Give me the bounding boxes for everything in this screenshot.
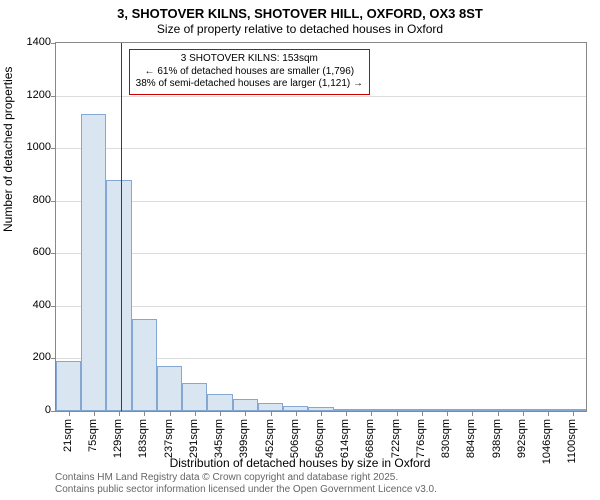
xtick-mark xyxy=(346,411,347,416)
xtick-mark xyxy=(144,411,145,416)
xtick-mark xyxy=(69,411,70,416)
xtick-mark xyxy=(548,411,549,416)
ytick-label: 200 xyxy=(11,351,51,363)
ytick-mark xyxy=(51,43,56,44)
ytick-label: 0 xyxy=(11,404,51,416)
footer-attribution: Contains HM Land Registry data © Crown c… xyxy=(55,472,437,496)
gridline xyxy=(56,148,586,149)
plot-area: 3 SHOTOVER KILNS: 153sqm← 61% of detache… xyxy=(55,42,587,412)
ytick-mark xyxy=(51,201,56,202)
xtick-mark xyxy=(220,411,221,416)
annotation-box: 3 SHOTOVER KILNS: 153sqm← 61% of detache… xyxy=(129,49,370,95)
xtick-mark xyxy=(195,411,196,416)
xtick-label: 345sqm xyxy=(213,419,225,469)
ytick-label: 1000 xyxy=(11,141,51,153)
xtick-mark xyxy=(523,411,524,416)
xtick-mark xyxy=(472,411,473,416)
ytick-mark xyxy=(51,253,56,254)
xtick-label: 399sqm xyxy=(238,419,250,469)
xtick-label: 237sqm xyxy=(163,419,175,469)
ytick-mark xyxy=(51,411,56,412)
ytick-mark xyxy=(51,358,56,359)
footer-line2: Contains public sector information licen… xyxy=(55,484,437,496)
xtick-mark xyxy=(271,411,272,416)
gridline xyxy=(56,201,586,202)
xtick-label: 183sqm xyxy=(137,419,149,469)
histogram-bar xyxy=(157,366,182,411)
xtick-mark xyxy=(447,411,448,416)
xtick-mark xyxy=(119,411,120,416)
xtick-mark xyxy=(498,411,499,416)
xtick-mark xyxy=(321,411,322,416)
xtick-label: 776sqm xyxy=(415,419,427,469)
histogram-bar xyxy=(56,361,81,411)
xtick-label: 506sqm xyxy=(289,419,301,469)
ytick-mark xyxy=(51,96,56,97)
annotation-line1: 3 SHOTOVER KILNS: 153sqm xyxy=(136,53,363,66)
ytick-label: 1400 xyxy=(11,36,51,48)
xtick-label: 614sqm xyxy=(339,419,351,469)
xtick-mark xyxy=(94,411,95,416)
xtick-label: 992sqm xyxy=(516,419,528,469)
xtick-mark xyxy=(170,411,171,416)
xtick-label: 452sqm xyxy=(264,419,276,469)
xtick-label: 291sqm xyxy=(188,419,200,469)
annotation-line3: 38% of semi-detached houses are larger (… xyxy=(136,78,363,91)
xtick-label: 830sqm xyxy=(440,419,452,469)
xtick-label: 884sqm xyxy=(465,419,477,469)
xtick-label: 21sqm xyxy=(62,419,74,469)
xtick-mark xyxy=(296,411,297,416)
xtick-label: 560sqm xyxy=(314,419,326,469)
xtick-mark xyxy=(573,411,574,416)
gridline xyxy=(56,253,586,254)
histogram-bar xyxy=(258,403,283,411)
histogram-bar xyxy=(182,383,207,411)
footer-line1: Contains HM Land Registry data © Crown c… xyxy=(55,472,437,484)
xtick-label: 722sqm xyxy=(390,419,402,469)
xtick-mark xyxy=(422,411,423,416)
chart-title-sub: Size of property relative to detached ho… xyxy=(0,22,600,36)
gridline xyxy=(56,96,586,97)
histogram-bar xyxy=(233,399,258,411)
reference-line xyxy=(121,43,122,411)
ytick-mark xyxy=(51,306,56,307)
annotation-line2: ← 61% of detached houses are smaller (1,… xyxy=(136,66,363,79)
ytick-label: 800 xyxy=(11,194,51,206)
ytick-label: 1200 xyxy=(11,89,51,101)
histogram-bar xyxy=(132,319,157,411)
chart-title-main: 3, SHOTOVER KILNS, SHOTOVER HILL, OXFORD… xyxy=(0,6,600,21)
chart-container: 3, SHOTOVER KILNS, SHOTOVER HILL, OXFORD… xyxy=(0,0,600,500)
histogram-bar xyxy=(207,394,232,411)
ytick-mark xyxy=(51,148,56,149)
histogram-bar xyxy=(106,180,131,411)
xtick-label: 1046sqm xyxy=(541,419,553,469)
xtick-mark xyxy=(371,411,372,416)
ytick-label: 400 xyxy=(11,299,51,311)
xtick-label: 668sqm xyxy=(364,419,376,469)
xtick-label: 129sqm xyxy=(112,419,124,469)
xtick-label: 75sqm xyxy=(87,419,99,469)
xtick-mark xyxy=(397,411,398,416)
ytick-label: 600 xyxy=(11,246,51,258)
xtick-mark xyxy=(245,411,246,416)
xtick-label: 1100sqm xyxy=(566,419,578,469)
gridline xyxy=(56,306,586,307)
histogram-bar xyxy=(81,114,106,411)
xtick-label: 938sqm xyxy=(491,419,503,469)
